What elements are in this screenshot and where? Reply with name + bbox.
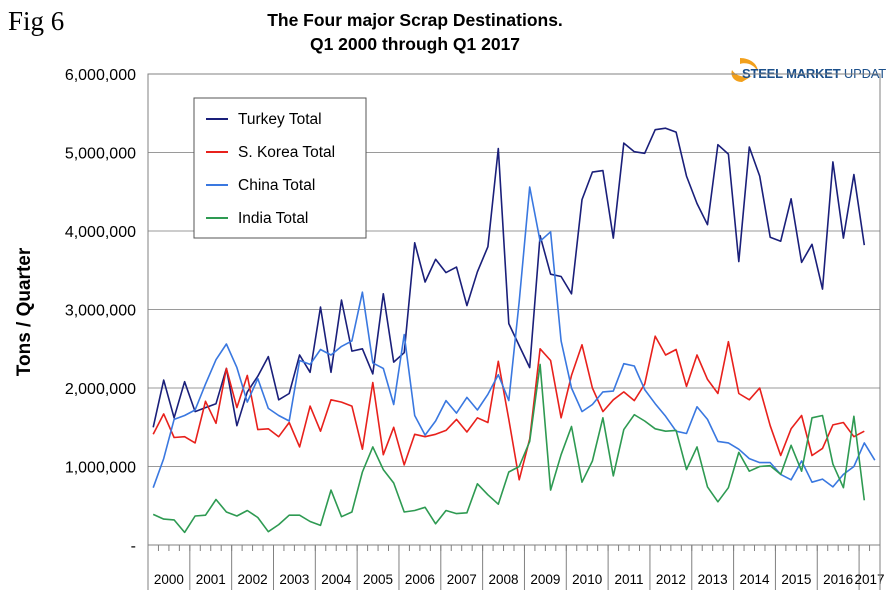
y-tick-label: 1,000,000 — [65, 460, 136, 477]
series-lines — [152, 127, 876, 534]
legend-label-korea: S. Korea Total — [238, 144, 335, 161]
x-tick-label: 2014 — [739, 572, 770, 587]
x-tick-label: 2007 — [447, 572, 477, 587]
legend-label-china: China Total — [238, 177, 315, 194]
x-tick-label: 2000 — [154, 572, 184, 587]
y-tick-label: - — [131, 538, 136, 555]
chart-title-line-1: The Four major Scrap Destinations. — [267, 10, 563, 30]
legend: Turkey Total S. Korea Total China Total Ind… — [193, 97, 367, 239]
x-tick-label: 2010 — [572, 572, 602, 587]
y-tick-label: 5,000,000 — [65, 146, 136, 163]
series-line-india — [152, 363, 866, 534]
y-tick-label: 6,000,000 — [65, 67, 136, 84]
brand-swoosh-icon — [731, 58, 758, 82]
legend-label-turkey: Turkey Total — [238, 111, 322, 128]
x-tick-label: 2005 — [363, 572, 393, 587]
x-tick-label: 2011 — [615, 572, 644, 587]
x-tick-label: 2006 — [405, 572, 435, 587]
x-axis: 2000 2001 2002 2003 2004 2005 2006 2007 2008 2009… — [147, 545, 885, 590]
series-line-china — [152, 186, 876, 488]
x-tick-label: 2012 — [656, 572, 686, 587]
y-tick-label: 4,000,000 — [65, 224, 136, 241]
x-tick-label: 2002 — [238, 572, 268, 587]
x-tick-label: 2003 — [279, 572, 309, 587]
x-tick-label: 2004 — [321, 572, 352, 587]
series-line-korea — [152, 335, 865, 481]
x-tick-label: 2009 — [530, 572, 560, 587]
x-tick-label: 2008 — [489, 572, 519, 587]
legend-box — [193, 97, 367, 239]
y-tick-label: 2,000,000 — [65, 381, 136, 398]
y-tick-label: 3,000,000 — [65, 303, 136, 320]
y-axis-ticks: - 1,000,000 2,000,000 3,000,000 4,000,000 5,0… — [65, 67, 136, 555]
series-line-turkey — [152, 127, 866, 428]
x-tick-label: 2001 — [196, 572, 226, 587]
chart-title: The Four major Scrap Destinations. Q1 20… — [180, 8, 650, 56]
x-tick-label: 2017 — [855, 572, 885, 587]
y-axis-label: Tons / Quarter — [14, 247, 35, 376]
x-tick-label: 2016 — [823, 572, 853, 587]
x-tick-label: 2015 — [781, 572, 811, 587]
x-tick-label: 2013 — [698, 572, 728, 587]
figure-label: Fig 6 — [8, 6, 65, 36]
chart-title-line-2: Q1 2000 through Q1 2017 — [309, 34, 521, 54]
legend-label-india: India Total — [238, 210, 308, 227]
